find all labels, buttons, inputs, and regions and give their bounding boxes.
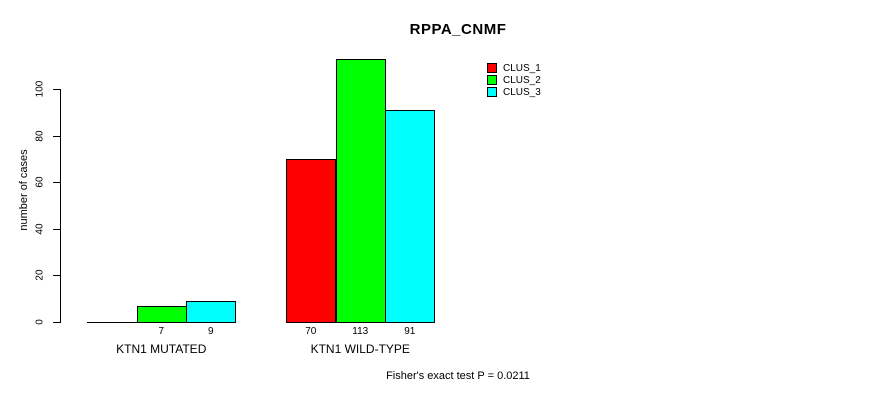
y-tick-mark <box>53 89 60 90</box>
y-tick-label: 0 <box>34 319 46 325</box>
y-tick-label: 20 <box>34 269 46 281</box>
legend-swatch-clus3 <box>487 87 497 97</box>
y-tick-mark <box>53 275 60 277</box>
bar-clus_1 <box>286 159 336 323</box>
y-tick-mark <box>53 322 60 323</box>
chart-title: RPPA_CNMF <box>409 21 507 38</box>
bar-value-label: 7 <box>158 326 165 337</box>
legend: CLUS_1 CLUS_2 CLUS_3 <box>487 62 541 98</box>
x-category-label: KTN1 MUTATED <box>116 342 207 356</box>
legend-item: CLUS_1 <box>487 62 541 74</box>
y-tick-mark <box>53 135 60 137</box>
y-tick-label: 100 <box>34 80 46 98</box>
legend-label: CLUS_2 <box>503 74 541 86</box>
legend-label: CLUS_3 <box>503 86 541 98</box>
legend-label: CLUS_1 <box>503 62 541 74</box>
bar-value-label: 113 <box>352 326 369 337</box>
bar-clus_3 <box>186 301 236 323</box>
annotation-text: Fisher's exact test P = 0.0211 <box>386 370 530 382</box>
y-tick-label: 40 <box>34 223 46 235</box>
legend-swatch-clus1 <box>487 63 497 73</box>
bar-clus_3 <box>385 110 435 323</box>
legend-swatch-clus2 <box>487 75 497 85</box>
bar-clus_1 <box>87 322 137 323</box>
y-tick-label: 80 <box>34 130 46 142</box>
bar-value-label: 70 <box>305 326 317 337</box>
legend-item: CLUS_2 <box>487 74 541 86</box>
bar-clus_2 <box>137 306 187 323</box>
y-tick-mark <box>53 228 60 230</box>
legend-item: CLUS_3 <box>487 86 541 98</box>
y-tick-mark <box>53 182 60 184</box>
bar-value-label: 9 <box>207 326 214 337</box>
y-axis-line <box>60 89 61 323</box>
x-category-label: KTN1 WILD-TYPE <box>310 342 410 356</box>
bar-clus_2 <box>336 59 386 323</box>
bar-value-label: 91 <box>404 326 416 337</box>
y-tick-label: 60 <box>34 176 46 188</box>
y-axis-title: number of cases <box>18 149 30 231</box>
